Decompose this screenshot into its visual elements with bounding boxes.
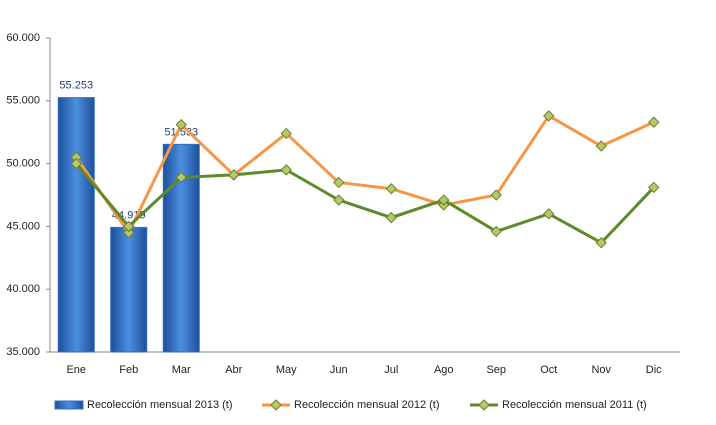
marker — [385, 211, 397, 224]
marker — [175, 171, 187, 184]
y-tick-label: 45.000 — [6, 220, 40, 232]
marker — [123, 226, 135, 239]
marker — [490, 225, 502, 238]
bar — [110, 226, 148, 353]
marker — [438, 194, 450, 206]
marker — [228, 169, 240, 181]
x-tick-label: Abr — [225, 364, 242, 376]
y-tick-label: 50.000 — [6, 158, 40, 170]
x-tick-label: May — [276, 364, 297, 376]
y-tick-label: 55.000 — [6, 95, 40, 107]
marker — [543, 208, 555, 220]
legend-marker — [478, 399, 490, 411]
y-tick-label: 40.000 — [6, 283, 40, 295]
marker — [175, 118, 187, 131]
data-label: 51.533 — [164, 126, 198, 138]
data-label: 55.253 — [59, 80, 93, 92]
x-tick-label: Sep — [486, 364, 506, 376]
x-tick-label: Ene — [66, 364, 86, 376]
line — [75, 113, 655, 236]
x-tick-label: Jul — [384, 364, 398, 376]
bar — [57, 97, 95, 353]
marker — [70, 157, 82, 170]
line — [75, 162, 655, 245]
legend-label: Recolección mensual 2012 (t) — [294, 399, 440, 411]
x-tick-label: Ago — [434, 364, 454, 376]
bar — [162, 143, 200, 353]
marker — [280, 164, 292, 176]
legend-swatch — [54, 400, 84, 410]
marker — [543, 110, 555, 122]
x-tick-label: Feb — [119, 364, 138, 376]
marker — [490, 189, 502, 201]
marker — [333, 194, 345, 206]
marker — [648, 181, 660, 194]
x-tick-label: Dic — [646, 364, 662, 376]
marker — [280, 127, 292, 140]
x-tick-label: Jun — [330, 364, 348, 376]
marker — [595, 237, 607, 249]
x-tick-label: Mar — [172, 364, 191, 376]
marker — [648, 116, 660, 128]
legend-label: Recolección mensual 2011 (t) — [502, 399, 647, 411]
x-tick-label: Nov — [591, 364, 611, 376]
marker — [333, 176, 345, 189]
legend-marker — [270, 399, 282, 411]
x-tick-label: Oct — [540, 364, 557, 376]
y-tick-label: 60.000 — [6, 32, 40, 44]
marker — [595, 140, 607, 152]
legend-label: Recolección mensual 2013 (t) — [87, 399, 233, 411]
marker — [385, 183, 397, 195]
y-tick-label: 35.000 — [6, 346, 40, 358]
marker — [123, 220, 135, 233]
